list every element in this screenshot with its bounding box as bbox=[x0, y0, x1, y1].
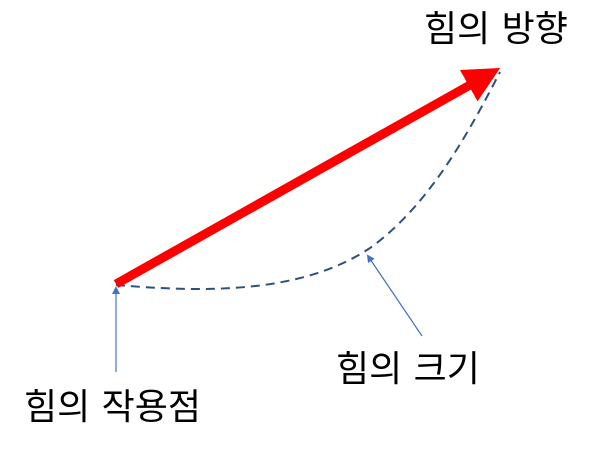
magnitude-curve bbox=[115, 71, 501, 290]
magnitude-label: 힘의 크기 bbox=[336, 349, 480, 390]
magnitude-pointer bbox=[366, 254, 423, 337]
force-arrow bbox=[113, 68, 501, 288]
application-point-label: 힘의 작용점 bbox=[24, 387, 202, 428]
direction-label: 힘의 방향 bbox=[424, 9, 568, 50]
